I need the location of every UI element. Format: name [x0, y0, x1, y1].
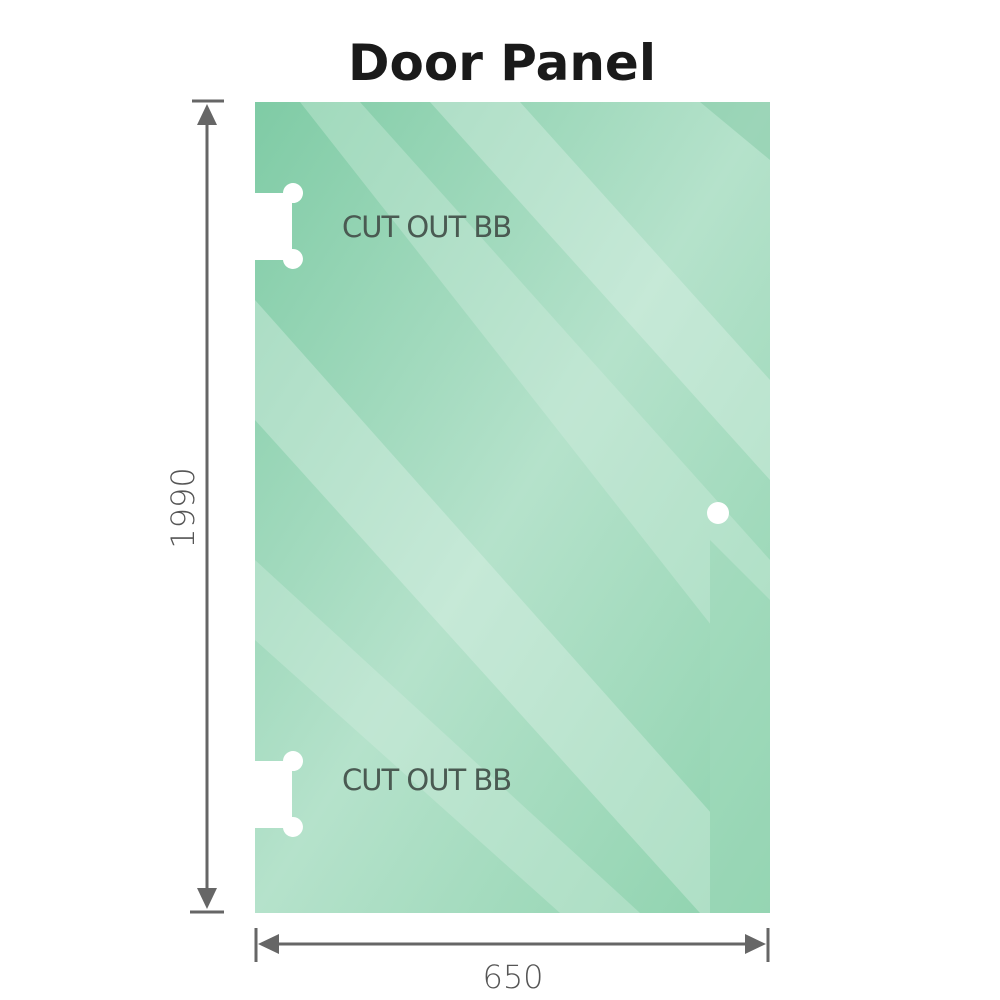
- glass-panel: [255, 102, 770, 913]
- cutout-top: [250, 183, 303, 269]
- cutout-bottom: [250, 751, 303, 837]
- handle-hole: [707, 502, 729, 524]
- width-dimension-line: [254, 928, 770, 962]
- height-dimension-label: 1990: [164, 467, 202, 548]
- width-dimension-label: 650: [482, 958, 543, 996]
- glass-reflections: [255, 102, 770, 913]
- diagram-title: Door Panel: [348, 34, 656, 92]
- height-dimension-line: [190, 99, 224, 914]
- cutout-label-bottom: CUT OUT BB: [342, 763, 511, 797]
- cutout-label-top: CUT OUT BB: [342, 210, 511, 244]
